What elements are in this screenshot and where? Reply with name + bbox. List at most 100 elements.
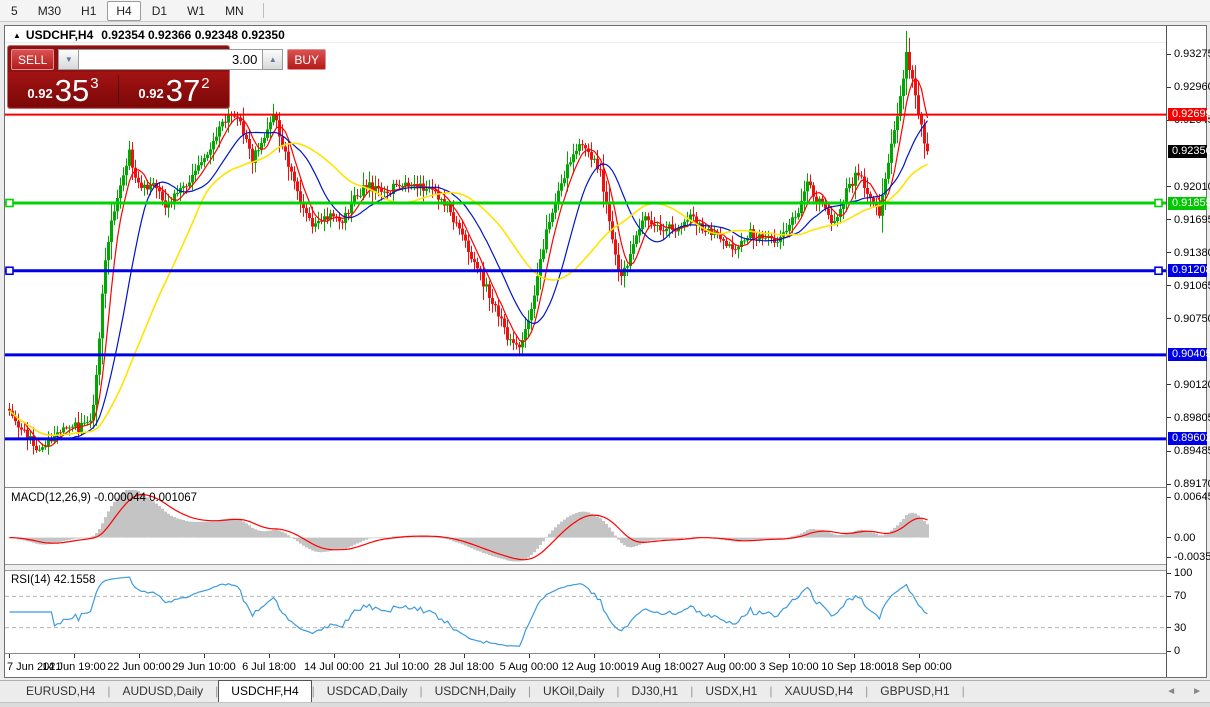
collapse-triangle-icon[interactable]: ▲ bbox=[13, 30, 21, 40]
macd-histogram-bar bbox=[122, 492, 125, 538]
price-axis[interactable]: 0.932750.929600.926450.920100.916950.913… bbox=[1166, 26, 1210, 677]
macd-histogram-bar bbox=[95, 533, 98, 538]
panel-splitter[interactable] bbox=[5, 487, 1166, 488]
candle-body bbox=[218, 126, 221, 137]
macd-histogram-bar bbox=[176, 518, 179, 538]
macd-histogram-bar bbox=[530, 537, 533, 556]
price-chart-plot[interactable] bbox=[5, 26, 1166, 487]
time-axis-tick bbox=[9, 654, 10, 658]
price-axis-tick bbox=[1167, 417, 1171, 419]
timeframe-button-mn[interactable]: MN bbox=[225, 3, 244, 18]
candle-body bbox=[692, 214, 695, 217]
tab-item-usdchf-h4[interactable]: USDCHF,H4 bbox=[218, 680, 312, 702]
title-divider bbox=[5, 42, 1166, 43]
tab-scroll-right-icon[interactable]: ► bbox=[1192, 686, 1202, 697]
candle-body bbox=[722, 239, 725, 241]
candle-body bbox=[248, 139, 251, 149]
candle-body bbox=[98, 338, 101, 375]
candle-body bbox=[899, 96, 902, 117]
candle-body bbox=[161, 191, 164, 201]
candle-body bbox=[461, 228, 464, 235]
candle-body bbox=[554, 203, 557, 213]
macd-histogram-bar bbox=[644, 537, 647, 542]
candle-body bbox=[812, 185, 815, 197]
tab-scroll-left-icon[interactable]: ◄ bbox=[1166, 686, 1177, 697]
candle-body bbox=[404, 182, 407, 186]
candle-body bbox=[659, 225, 662, 231]
tab-item-eurusd-h4[interactable]: EURUSD,H4 bbox=[26, 684, 96, 698]
chart-tab-bar: EURUSD,H4 | AUDUSD,Daily | USDCHF,H4 | USDCAD,… bbox=[0, 680, 1210, 702]
candle-body bbox=[371, 182, 374, 192]
macd-histogram-bar bbox=[194, 521, 197, 538]
macd-histogram-bar bbox=[479, 537, 482, 552]
rsi-indicator-plot[interactable] bbox=[5, 571, 1166, 653]
macd-histogram-bar bbox=[158, 505, 161, 538]
tab-item-dj30-h1[interactable]: DJ30,H1 bbox=[631, 684, 679, 698]
candle-body bbox=[620, 269, 623, 276]
macd-histogram-bar bbox=[395, 536, 398, 538]
buy-button[interactable]: BUY bbox=[287, 49, 327, 70]
macd-histogram-bar bbox=[203, 521, 206, 538]
timeframe-button-h1[interactable]: H1 bbox=[81, 3, 97, 18]
candle-body bbox=[233, 115, 236, 117]
macd-histogram-bar bbox=[545, 537, 548, 538]
candle-body bbox=[803, 191, 806, 201]
volume-increase-button[interactable]: ▲ bbox=[262, 49, 284, 70]
time-axis-tick bbox=[74, 654, 75, 658]
timeframe-button-5[interactable]: 5 bbox=[11, 3, 18, 18]
macd-histogram-bar bbox=[65, 537, 68, 541]
volume-input[interactable] bbox=[79, 49, 263, 70]
candle-body bbox=[686, 220, 689, 222]
line-drag-handle[interactable] bbox=[5, 198, 14, 208]
line-drag-handle[interactable] bbox=[5, 266, 14, 276]
tab-separator: | bbox=[419, 684, 423, 698]
macd-histogram-bar bbox=[428, 536, 431, 538]
tab-item-usdcnh-daily[interactable]: USDCNH,Daily bbox=[434, 684, 516, 698]
macd-histogram-bar bbox=[47, 537, 50, 545]
candle-body bbox=[593, 158, 596, 160]
timeframe-button-d1[interactable]: D1 bbox=[151, 3, 168, 18]
tab-item-xauusd-h4[interactable]: XAUUSD,H4 bbox=[784, 684, 854, 698]
macd-histogram-bar bbox=[695, 536, 698, 538]
candle-body bbox=[920, 114, 923, 125]
timeframe-button-w1[interactable]: W1 bbox=[187, 3, 206, 18]
candle-body bbox=[452, 212, 455, 223]
tab-item-ukoil-daily[interactable]: UKOil,Daily bbox=[543, 684, 605, 698]
moving-average-line-3 bbox=[8, 142, 928, 437]
candle-body bbox=[398, 185, 401, 187]
volume-decrease-button[interactable]: ▼ bbox=[58, 49, 80, 70]
timeframe-button-m30[interactable]: M30 bbox=[37, 3, 62, 18]
macd-histogram-bar bbox=[470, 537, 473, 549]
macd-histogram-bar bbox=[161, 508, 164, 538]
tab-item-usdx-h1[interactable]: USDX,H1 bbox=[705, 684, 758, 698]
macd-histogram-bar bbox=[551, 530, 554, 538]
macd-histogram-bar bbox=[665, 537, 668, 540]
macd-indicator-plot[interactable] bbox=[5, 489, 1166, 564]
time-axis-tick bbox=[724, 654, 725, 658]
sell-button[interactable]: SELL bbox=[11, 49, 55, 70]
candle-body bbox=[59, 432, 62, 434]
candle-body bbox=[95, 374, 98, 405]
rsi-axis-label: 0 bbox=[1174, 645, 1181, 657]
buy-price-display[interactable]: 0.92 37 2 bbox=[119, 72, 229, 107]
candle-body bbox=[752, 229, 755, 240]
macd-histogram-bar bbox=[542, 537, 545, 542]
candle-body bbox=[905, 52, 908, 79]
time-axis-tick bbox=[594, 654, 595, 658]
rsi-axis-tick bbox=[1167, 595, 1171, 597]
panel-splitter[interactable] bbox=[5, 564, 1166, 571]
line-drag-handle[interactable] bbox=[1154, 198, 1163, 208]
line-drag-handle[interactable] bbox=[1154, 266, 1163, 276]
timeframe-button-h4[interactable]: H4 bbox=[107, 0, 141, 21]
sell-price-display[interactable]: 0.92 35 3 bbox=[8, 72, 118, 107]
candle-body bbox=[206, 154, 209, 159]
candle-body bbox=[674, 230, 677, 232]
macd-histogram-bar bbox=[503, 537, 506, 560]
candle-body bbox=[122, 175, 125, 186]
tab-item-audusd-daily[interactable]: AUDUSD,Daily bbox=[122, 684, 204, 698]
time-axis[interactable]: 7 Jun 2021 14 Jun 19:00 22 Jun 00:00 29 Jun… bbox=[5, 654, 1166, 677]
tab-item-usdcad-daily[interactable]: USDCAD,Daily bbox=[326, 684, 408, 698]
tab-item-gbpusd-h1[interactable]: GBPUSD,H1 bbox=[880, 684, 950, 698]
macd-histogram-bar bbox=[878, 535, 881, 538]
macd-histogram-bar bbox=[215, 520, 218, 538]
